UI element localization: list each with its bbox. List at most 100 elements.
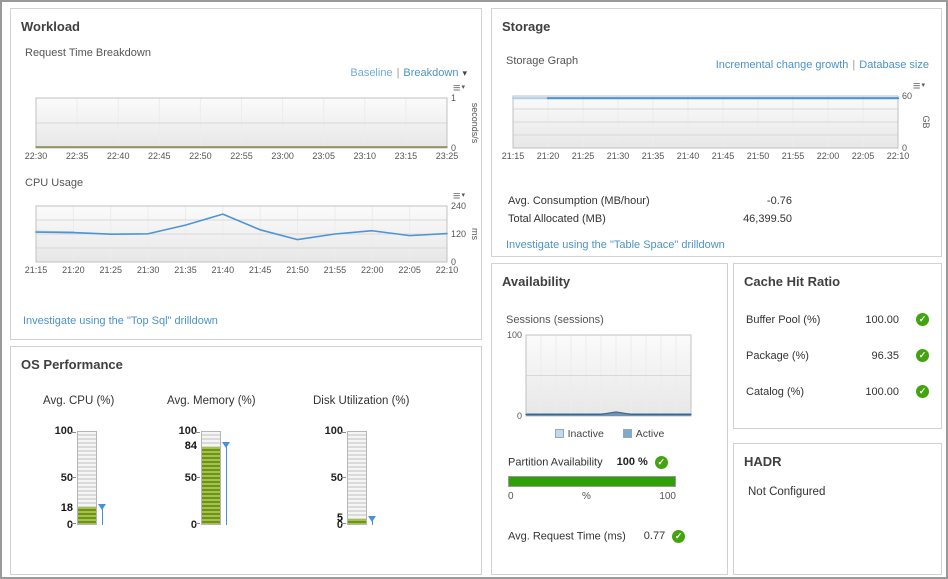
disk-utilization-gauge: 100 50 0 5	[317, 425, 391, 531]
menu-caret-icon: ▾	[461, 84, 465, 91]
gauge-fill	[78, 507, 96, 524]
svg-text:23:15: 23:15	[395, 151, 418, 161]
svg-text:21:20: 21:20	[62, 265, 85, 275]
ok-status-icon: ✓	[654, 456, 668, 469]
metric-value: -0.76	[766, 195, 792, 207]
chart-menu-icon[interactable]: ≡▾	[452, 188, 465, 203]
cache-value: 100.00	[865, 314, 899, 326]
storage-panel: Storage Storage Graph Incremental change…	[491, 8, 942, 257]
svg-text:21:45: 21:45	[712, 151, 735, 161]
hadr-title: HADR	[744, 454, 782, 469]
menu-caret-icon: ▾	[461, 192, 465, 199]
svg-text:21:15: 21:15	[502, 151, 525, 161]
active-swatch	[622, 429, 632, 438]
sessions-chart[interactable]: 100 0	[504, 330, 696, 421]
avg-request-time-value: 0.77	[643, 530, 666, 543]
top-sql-drilldown-link[interactable]: Investigate using the "Top Sql" drilldow…	[23, 315, 218, 327]
availability-panel: Availability Sessions (sessions) 100 0 In…	[491, 263, 728, 575]
avg-cpu-gauge-block: Avg. CPU (%) 100 50 0 18	[35, 395, 167, 563]
metric-label: Total Allocated (MB)	[508, 213, 606, 225]
svg-text:23:10: 23:10	[354, 151, 377, 161]
chart-menu-icon[interactable]: ≡▾	[912, 78, 925, 93]
catalog-row: Catalog (%) 100.00 ✓	[746, 385, 929, 402]
storage-graph-chart[interactable]: 60 0 GB 21:15 21:20 21:25 21:30 21:35 21:40 21:45…	[502, 91, 931, 161]
cache-hit-ratio-title: Cache Hit Ratio	[744, 274, 841, 289]
avg-request-time-row: Avg. Request Time (ms) 0.77 ✓	[508, 530, 686, 543]
svg-text:22:00: 22:00	[361, 265, 384, 275]
sessions-title: Sessions (sessions)	[506, 314, 604, 326]
svg-text:120: 120	[451, 229, 466, 239]
svg-text:21:50: 21:50	[286, 265, 309, 275]
partition-availability-row: Partition Availability 100 % ✓	[508, 456, 668, 469]
cache-label: Buffer Pool (%)	[746, 314, 821, 326]
svg-text:GB: GB	[921, 115, 931, 128]
svg-text:23:00: 23:00	[271, 151, 294, 161]
svg-text:21:40: 21:40	[677, 151, 700, 161]
gauge-bar	[195, 431, 221, 525]
incremental-change-link[interactable]: Incremental change growth	[715, 59, 849, 71]
svg-text:21:20: 21:20	[537, 151, 560, 161]
ok-status-icon: ✓	[916, 313, 929, 326]
workload-title: Workload	[21, 19, 80, 34]
partition-availability-value: 100 %	[616, 456, 648, 469]
gauge-value: 18	[60, 502, 73, 515]
svg-text:21:45: 21:45	[249, 265, 272, 275]
svg-text:0: 0	[517, 411, 522, 421]
gauge-value: 5	[336, 512, 343, 525]
cpu-usage-title: CPU Usage	[25, 177, 84, 189]
request-time-title: Request Time Breakdown	[25, 47, 151, 59]
gauge-marker-line	[226, 446, 227, 525]
svg-text:22:00: 22:00	[817, 151, 840, 161]
package-row: Package (%) 96.35 ✓	[746, 349, 929, 366]
legend-active: Active	[622, 428, 664, 440]
gauge-marker-line	[102, 508, 103, 525]
breakdown-link[interactable]: Breakdown	[403, 67, 459, 79]
avg-memory-gauge: 100 50 0 84	[171, 425, 245, 531]
gauge-fill	[202, 446, 220, 524]
cpu-usage-chart[interactable]: 240 120 0 ms 21:15 21:20 21:25 21:30 21:35 21:40 2…	[25, 201, 480, 275]
menu-lines-icon: ≡	[452, 188, 461, 203]
chart-menu-icon[interactable]: ≡▾	[453, 81, 465, 94]
svg-text:21:55: 21:55	[324, 265, 347, 275]
storage-graph-title: Storage Graph	[506, 55, 579, 67]
metric-value: 46,399.50	[743, 213, 792, 225]
svg-text:22:55: 22:55	[230, 151, 253, 161]
breakdown-caret-icon[interactable]: ▾	[462, 68, 467, 78]
svg-text:22:10: 22:10	[436, 265, 459, 275]
gauge-title: Avg. Memory (%)	[167, 395, 256, 407]
menu-lines-icon: ≡	[912, 78, 921, 93]
svg-text:0: 0	[451, 257, 456, 267]
svg-text:21:50: 21:50	[747, 151, 770, 161]
gauge-bar	[71, 431, 97, 525]
hadr-status-text: Not Configured	[748, 486, 826, 498]
baseline-link[interactable]: Baseline	[350, 67, 393, 79]
gauge-marker-arrow-icon	[98, 504, 106, 511]
gauge-marker-arrow-icon	[222, 442, 230, 449]
gauge-bar	[341, 431, 367, 525]
ok-status-icon: ✓	[916, 385, 929, 398]
disk-utilization-gauge-block: Disk Utilization (%) 100 50 0 5	[305, 395, 437, 563]
ok-status-icon: ✓	[916, 349, 929, 362]
workload-panel: Workload Request Time Breakdown Baseline…	[10, 8, 482, 340]
partition-availability-fill	[509, 477, 675, 486]
gauge-fill	[348, 519, 366, 524]
os-performance-title: OS Performance	[21, 357, 123, 372]
cache-label: Catalog (%)	[746, 386, 805, 398]
gauge-value: 84	[184, 440, 197, 453]
menu-caret-icon: ▾	[921, 82, 925, 89]
avg-consumption-row: Avg. Consumption (MB/hour) -0.76	[508, 195, 792, 207]
availability-title: Availability	[502, 274, 571, 289]
sessions-legend: Inactive Active	[492, 428, 727, 440]
cache-hit-ratio-panel: Cache Hit Ratio Buffer Pool (%) 100.00 ✓…	[733, 263, 942, 429]
cache-value: 100.00	[865, 386, 899, 398]
svg-text:21:30: 21:30	[137, 265, 160, 275]
database-size-link[interactable]: Database size	[859, 59, 929, 71]
table-space-drilldown-link[interactable]: Investigate using the "Table Space" dril…	[506, 239, 725, 251]
svg-text:22:30: 22:30	[25, 151, 48, 161]
os-performance-panel: OS Performance Avg. CPU (%) 100 50 0 18 …	[10, 346, 482, 575]
legend-inactive: Inactive	[554, 428, 604, 440]
svg-text:22:10: 22:10	[887, 151, 910, 161]
svg-text:21:30: 21:30	[607, 151, 630, 161]
request-time-chart[interactable]: 1 0 seconds/s 22:30 22:35 22:40 22:45 22:50 22:5…	[25, 93, 480, 161]
